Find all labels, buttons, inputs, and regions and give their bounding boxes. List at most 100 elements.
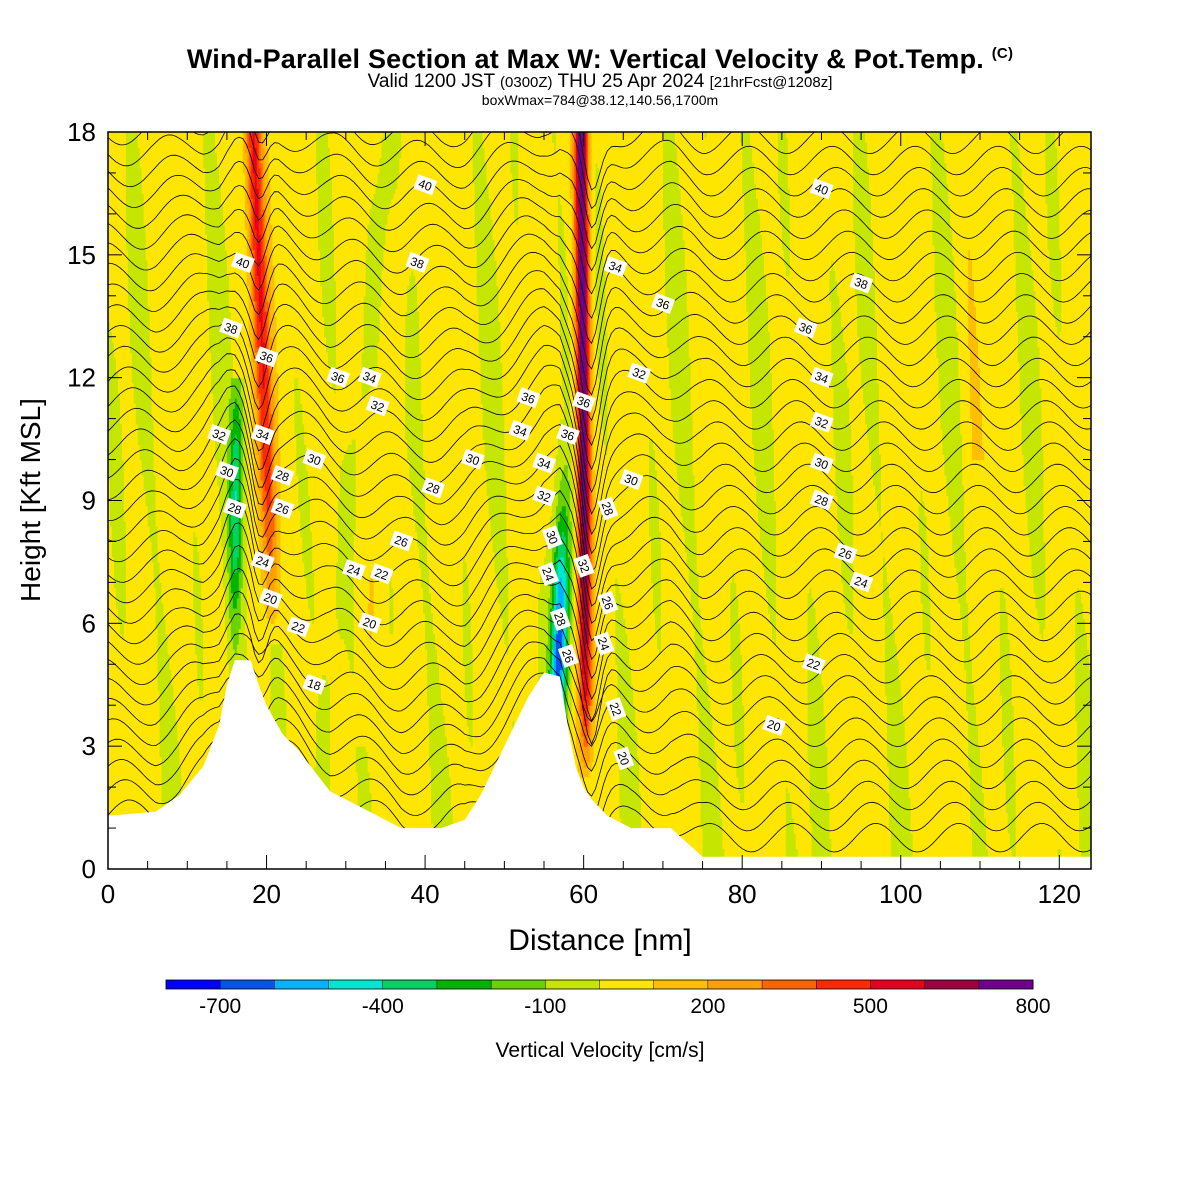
velocity-cell bbox=[193, 546, 198, 553]
velocity-cell bbox=[246, 423, 254, 430]
velocity-cell bbox=[157, 551, 194, 558]
velocity-cell bbox=[982, 439, 1023, 445]
velocity-cell bbox=[316, 735, 331, 742]
velocity-cell bbox=[238, 526, 242, 532]
velocity-cell bbox=[924, 638, 932, 645]
velocity-cell bbox=[462, 582, 470, 589]
velocity-cell bbox=[240, 433, 244, 440]
velocity-cell bbox=[999, 597, 1007, 604]
velocity-cell bbox=[310, 515, 339, 522]
velocity-cell bbox=[226, 648, 236, 655]
velocity-cell bbox=[492, 536, 507, 543]
velocity-cell bbox=[423, 602, 432, 609]
velocity-cell bbox=[577, 469, 581, 476]
velocity-cell bbox=[698, 746, 716, 752]
velocity-cell bbox=[966, 561, 1033, 568]
velocity-cell bbox=[1035, 592, 1047, 599]
velocity-cell bbox=[435, 643, 464, 650]
velocity-cell bbox=[421, 582, 430, 589]
velocity-cell bbox=[153, 464, 218, 471]
velocity-cell bbox=[423, 459, 486, 466]
velocity-cell bbox=[310, 607, 315, 614]
velocity-cell bbox=[389, 597, 394, 604]
velocity-cell bbox=[139, 454, 155, 461]
velocity-cell bbox=[266, 613, 278, 619]
velocity-cell bbox=[1041, 387, 1091, 394]
velocity-cell bbox=[147, 510, 157, 517]
velocity-cell bbox=[448, 756, 513, 763]
velocity-cell bbox=[1029, 551, 1047, 558]
velocity-cell bbox=[587, 659, 591, 665]
velocity-cell bbox=[232, 597, 238, 604]
velocity-cell bbox=[286, 730, 317, 737]
velocity-cell bbox=[567, 628, 571, 635]
velocity-cell bbox=[880, 505, 920, 512]
velocity-cell bbox=[694, 490, 757, 496]
velocity-cell bbox=[508, 597, 539, 604]
velocity-cell bbox=[972, 454, 985, 461]
velocity-cell bbox=[581, 387, 587, 394]
velocity-cell bbox=[246, 459, 256, 466]
velocity-cell bbox=[653, 587, 662, 594]
velocity-cell bbox=[676, 469, 694, 476]
velocity-cell bbox=[565, 597, 569, 604]
velocity-cell bbox=[429, 746, 448, 752]
velocity-cell bbox=[968, 746, 981, 752]
velocity-cell bbox=[1023, 454, 1045, 461]
velocity-cell bbox=[587, 607, 591, 614]
velocity-cell bbox=[226, 561, 232, 568]
velocity-cell bbox=[591, 766, 620, 773]
velocity-cell bbox=[448, 771, 513, 778]
velocity-cell bbox=[593, 597, 597, 604]
velocity-cell bbox=[908, 766, 971, 773]
velocity-cell bbox=[966, 567, 1033, 573]
velocity-cell bbox=[238, 592, 242, 599]
velocity-cell bbox=[175, 710, 234, 717]
velocity-cell bbox=[589, 633, 593, 640]
velocity-cell bbox=[837, 505, 854, 512]
velocity-cell bbox=[246, 664, 272, 670]
velocity-cell bbox=[246, 510, 258, 517]
velocity-cell bbox=[734, 746, 745, 752]
velocity-cell bbox=[888, 582, 922, 589]
velocity-cell bbox=[577, 449, 581, 456]
velocity-cell bbox=[1005, 597, 1037, 604]
velocity-cell bbox=[123, 500, 147, 507]
velocity-cell bbox=[466, 705, 474, 711]
velocity-cell bbox=[545, 654, 551, 660]
velocity-cell bbox=[547, 597, 553, 604]
velocity-cell bbox=[775, 613, 809, 619]
velocity-cell bbox=[930, 607, 961, 614]
velocity-cell bbox=[920, 597, 932, 604]
velocity-cell bbox=[480, 398, 503, 404]
velocity-cell bbox=[161, 771, 182, 778]
velocity-cell bbox=[482, 403, 503, 409]
velocity-cell bbox=[123, 495, 147, 502]
velocity-cell bbox=[886, 761, 908, 768]
velocity-cell bbox=[429, 730, 446, 737]
velocity-cell bbox=[557, 561, 565, 568]
velocity-cell bbox=[577, 659, 581, 665]
velocity-cell bbox=[230, 428, 242, 435]
velocity-cell bbox=[591, 659, 595, 665]
velocity-cell bbox=[823, 694, 888, 701]
velocity-cell bbox=[203, 618, 226, 624]
velocity-cell bbox=[839, 541, 854, 548]
velocity-cell bbox=[807, 597, 815, 604]
velocity-cell bbox=[551, 556, 555, 563]
velocity-cell bbox=[843, 582, 854, 589]
velocity-cell bbox=[696, 536, 761, 543]
velocity-cell bbox=[575, 387, 579, 394]
velocity-cell bbox=[575, 520, 579, 527]
velocity-cell bbox=[563, 398, 571, 404]
velocity-cell bbox=[736, 587, 767, 594]
velocity-cell bbox=[734, 577, 765, 583]
velocity-cell bbox=[688, 572, 700, 578]
velocity-cell bbox=[1007, 623, 1041, 630]
velocity-cell bbox=[159, 572, 194, 578]
velocity-cell bbox=[573, 526, 577, 532]
velocity-cell bbox=[571, 526, 575, 532]
velocity-cell bbox=[553, 602, 557, 609]
velocity-cell bbox=[472, 725, 513, 732]
velocity-cell bbox=[807, 669, 823, 676]
